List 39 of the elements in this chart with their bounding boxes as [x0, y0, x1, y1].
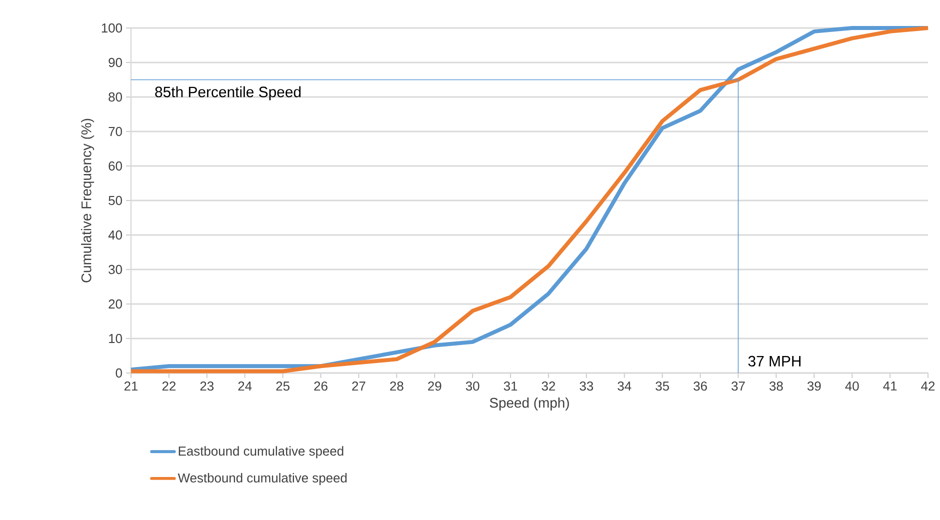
- x-tick-label: 23: [200, 381, 214, 391]
- x-tick-label: 33: [580, 381, 594, 391]
- x-tick-label: 41: [883, 382, 897, 390]
- y-tick-label: 60: [108, 161, 122, 171]
- y-tick-label: 80: [108, 92, 122, 102]
- x-tick-label: 24: [238, 381, 252, 391]
- x-tick-label: 29: [428, 381, 442, 391]
- x-tick-label: 28: [390, 381, 404, 391]
- x-tick-label: 42: [921, 381, 935, 391]
- x-tick-label: 39: [807, 381, 821, 391]
- x-tick-label: 38: [769, 381, 783, 391]
- ref-line-label: 85th Percentile Speed: [155, 86, 301, 100]
- x-tick-label: 37: [732, 381, 745, 391]
- x-tick-label: 27: [352, 381, 366, 391]
- x-tick-label: 31: [504, 381, 518, 391]
- y-tick-label: 70: [108, 126, 122, 136]
- y-axis-title: Cumulative Frequency (%): [81, 118, 94, 282]
- y-tick-label: 30: [108, 264, 122, 274]
- ref-line-label: 37 MPH: [748, 356, 800, 366]
- x-tick-label: 40: [845, 381, 859, 391]
- y-tick-label: 40: [108, 230, 122, 240]
- x-tick-label: 32: [542, 381, 556, 391]
- x-tick-label: 26: [314, 381, 328, 391]
- x-tick-label: 35: [656, 381, 669, 391]
- y-tick-label: 100: [102, 23, 122, 33]
- legend-label: Westbound cumulative speed: [178, 472, 347, 486]
- x-tick-label: 22: [162, 381, 176, 391]
- y-tick-label: 50: [108, 196, 122, 206]
- x-axis-title: Speed (mph): [490, 398, 569, 411]
- y-tick-label: 20: [108, 299, 122, 309]
- x-tick-label: 34: [618, 381, 632, 391]
- x-tick-label: 21: [124, 381, 138, 391]
- legend-label: Eastbound cumulative speed: [178, 446, 344, 458]
- y-tick-label: 90: [108, 58, 122, 68]
- y-tick-label: 0: [116, 368, 122, 378]
- y-tick-label: 10: [109, 334, 122, 344]
- x-tick-label: 30: [466, 381, 480, 391]
- x-tick-label: 36: [694, 381, 707, 391]
- x-tick-label: 25: [276, 381, 290, 391]
